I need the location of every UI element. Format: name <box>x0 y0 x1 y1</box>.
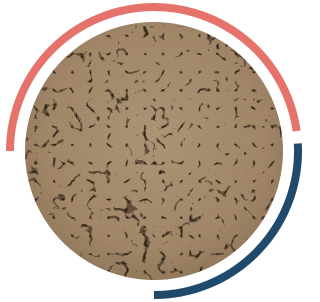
badge <box>0 0 303 302</box>
page: (() => { const data = JSON.parse(documen… <box>0 0 303 302</box>
photo <box>25 22 283 280</box>
cracked-earth <box>25 22 283 280</box>
